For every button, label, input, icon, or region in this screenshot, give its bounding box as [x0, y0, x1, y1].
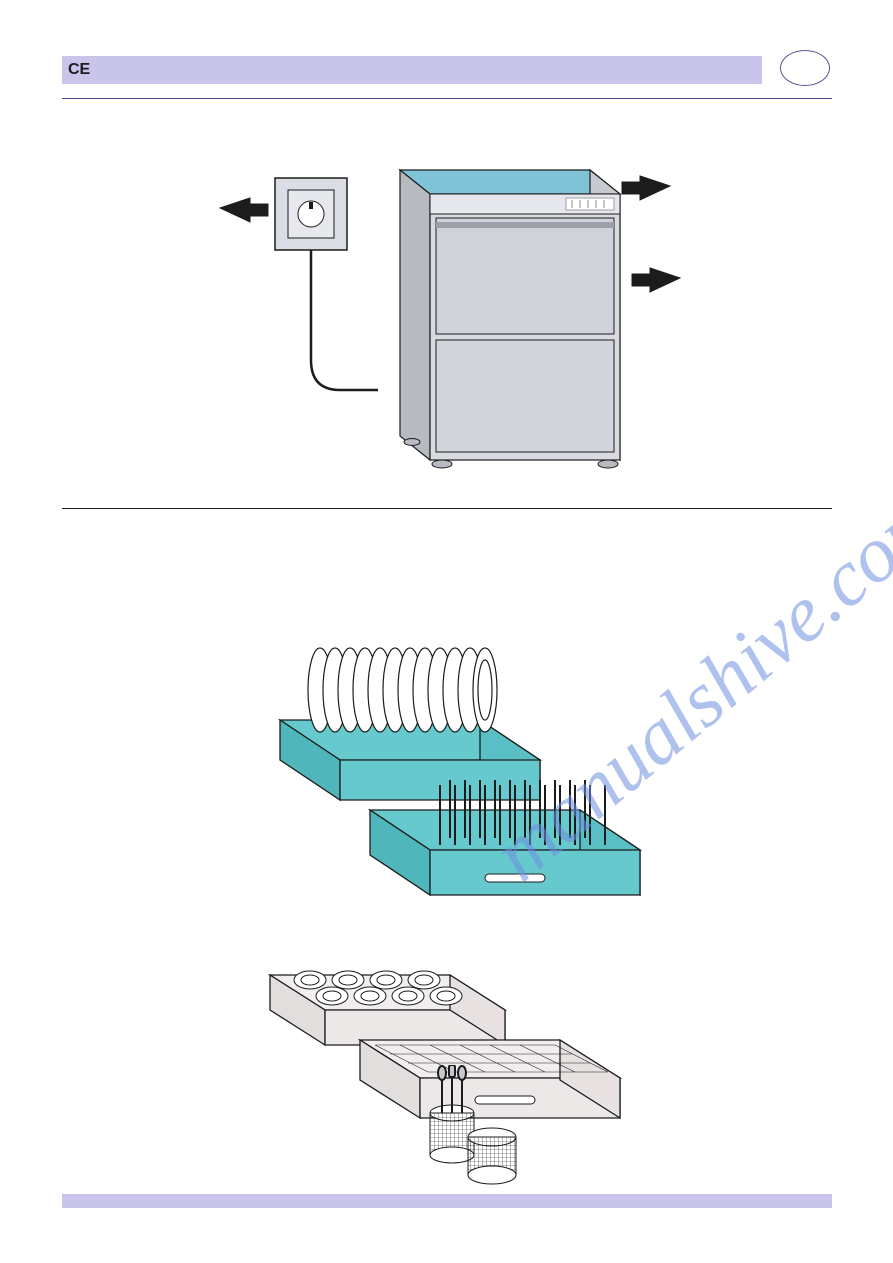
- ce-mark: CE: [68, 61, 90, 79]
- dishwasher-body: [400, 170, 620, 468]
- footer-bar: [62, 1194, 832, 1208]
- rule-top: [62, 98, 832, 99]
- header-bar: CE: [62, 56, 762, 84]
- figure-plate-racks: [240, 610, 670, 910]
- cutlery-basket-back: [430, 1065, 474, 1163]
- plate-rack: [280, 648, 540, 800]
- wall-switch: [275, 178, 378, 390]
- figure-dishwasher: [210, 130, 685, 490]
- language-oval: [780, 50, 830, 86]
- cutlery-basket-front: [468, 1128, 516, 1184]
- figure-cutlery-baskets: [410, 1065, 530, 1185]
- rule-mid: [62, 508, 832, 509]
- cup-rack: [270, 971, 505, 1045]
